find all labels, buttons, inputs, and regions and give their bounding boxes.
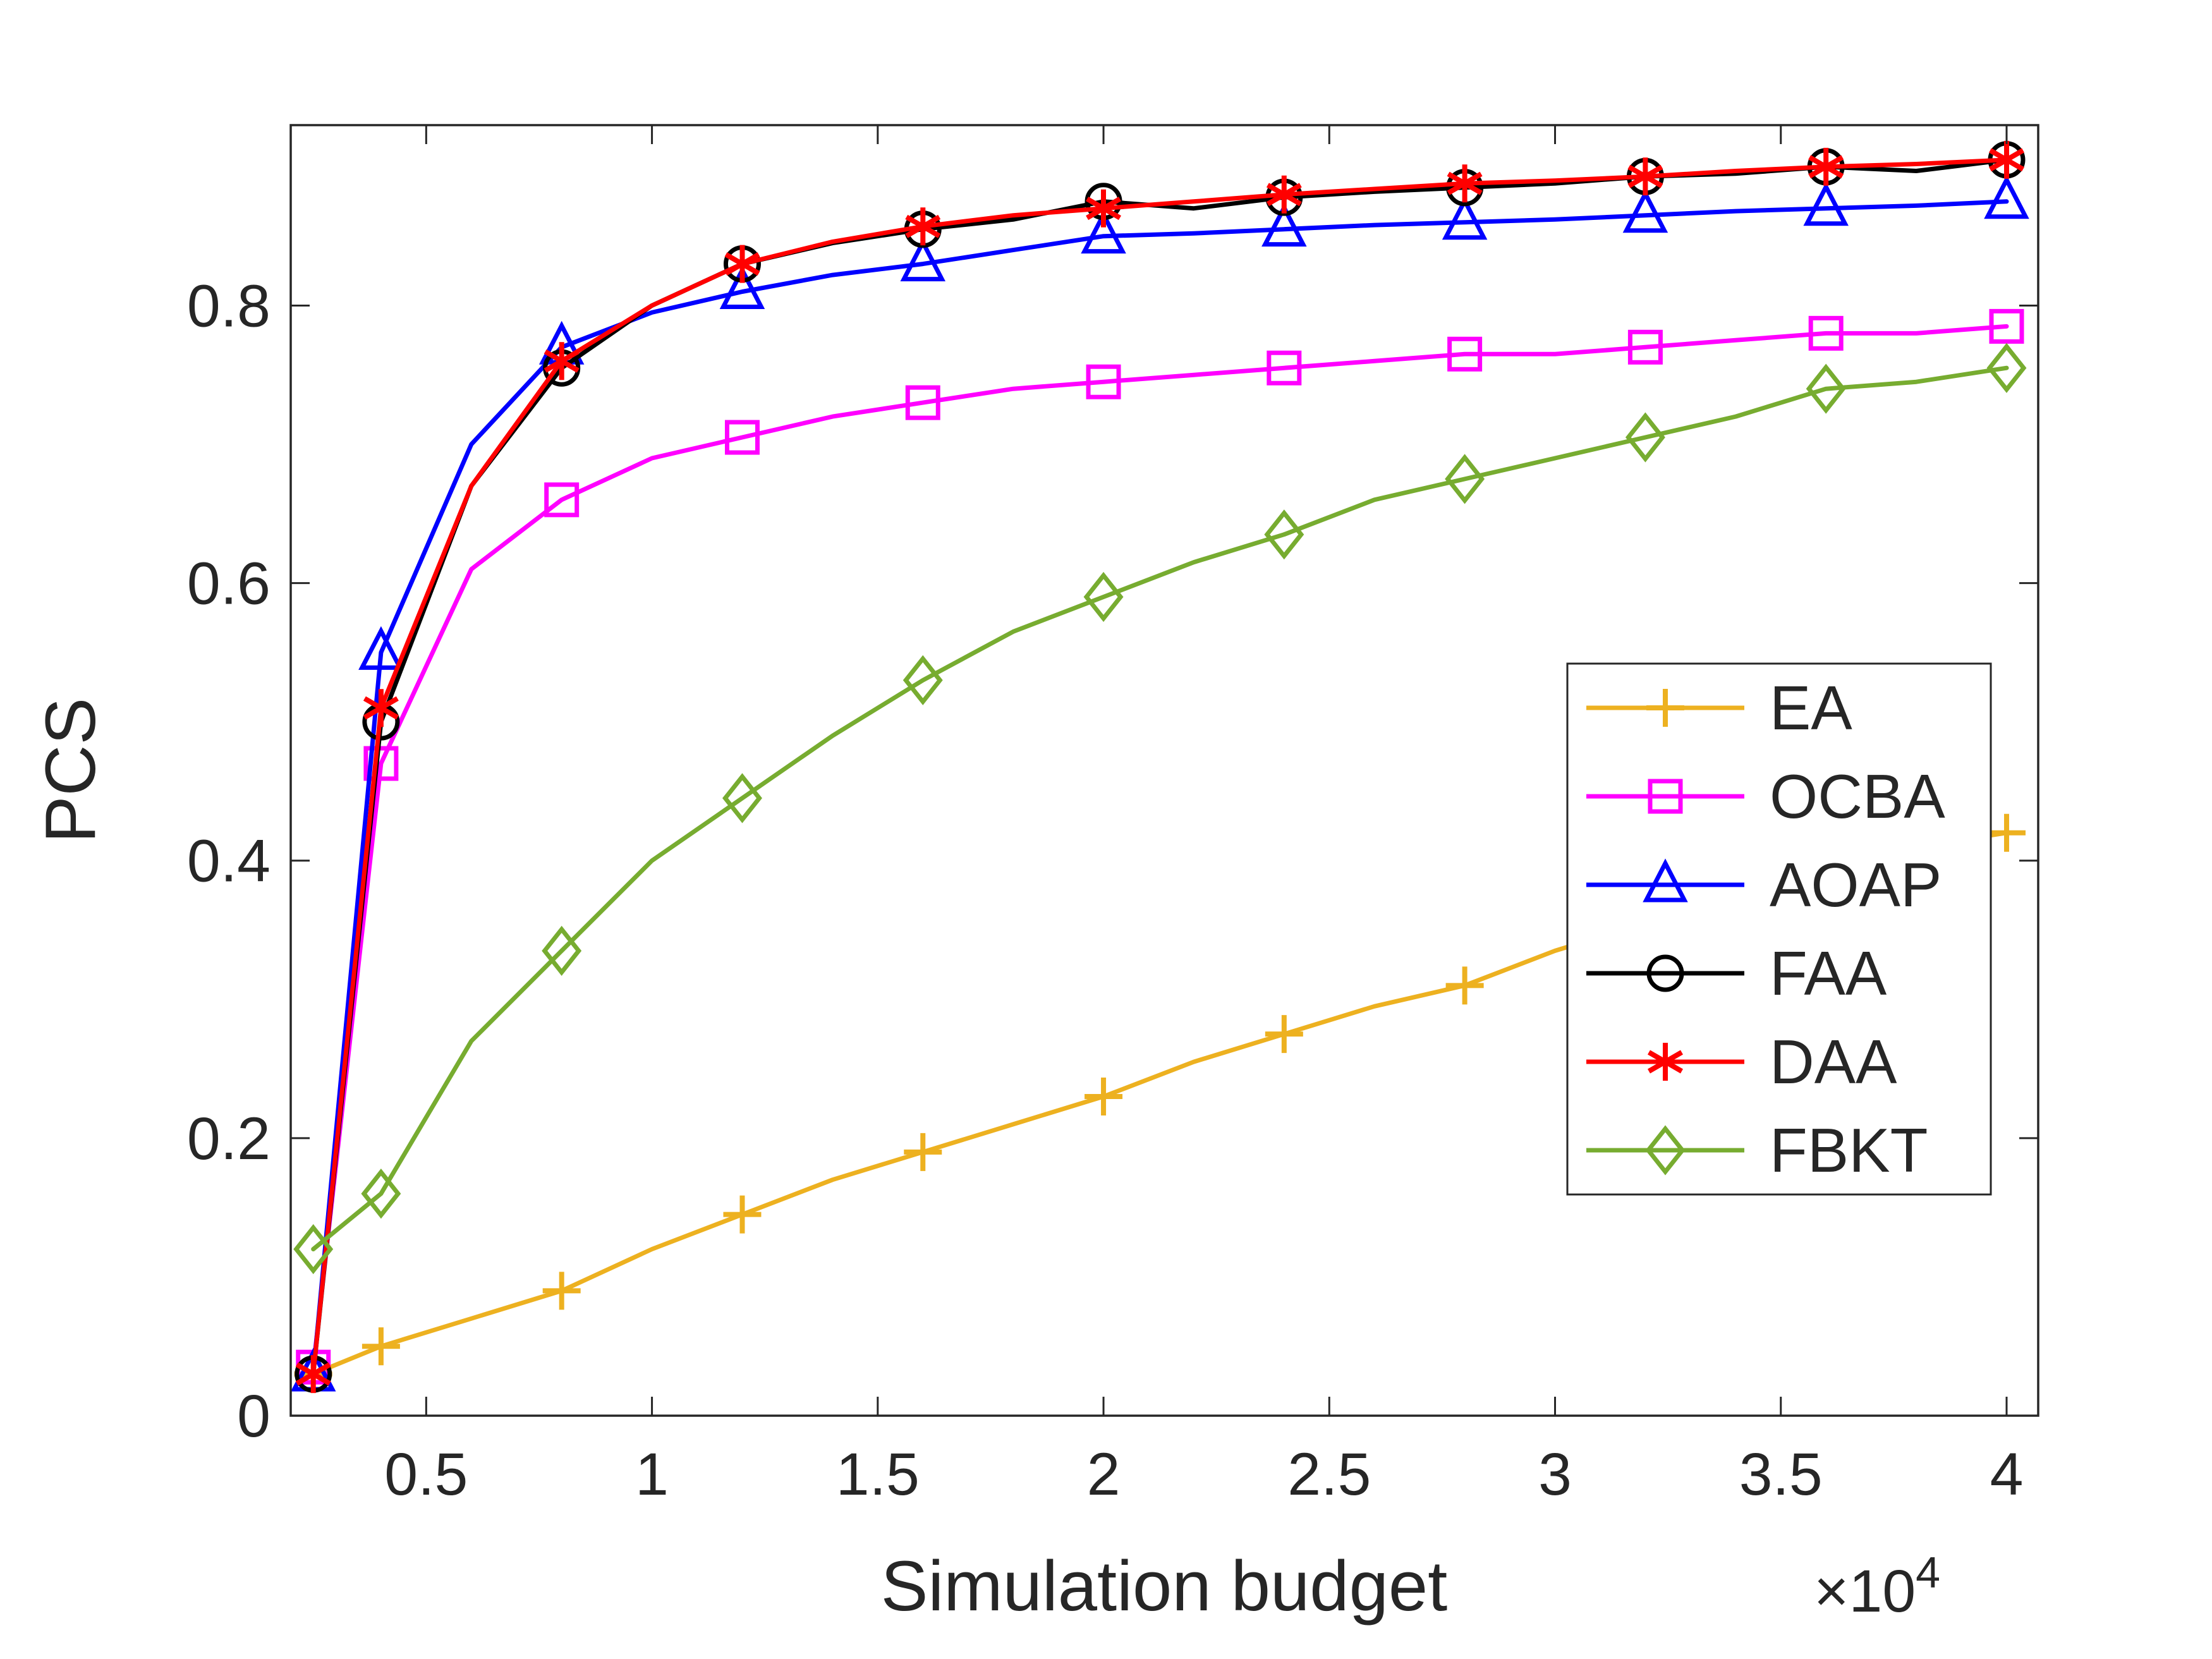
series-AOAP-line — [311, 199, 2009, 1376]
diamond-marker — [361, 1169, 401, 1219]
x-tick-label: 0.5 — [384, 1441, 468, 1508]
diamond-marker — [1264, 509, 1304, 560]
y-tick-label: 0.4 — [187, 828, 270, 895]
asterisk-marker — [1648, 1043, 1683, 1081]
diamond-marker — [902, 655, 943, 705]
square-marker — [363, 746, 399, 781]
legend-item-AOAP: AOAP — [1586, 850, 1942, 920]
triangle-marker — [1442, 196, 1488, 240]
x-axis-multiplier-base: ×10 — [1814, 1558, 1916, 1625]
triangle-marker — [1803, 182, 1849, 226]
plus-marker — [1987, 813, 2026, 852]
legend-box — [1566, 662, 1992, 1196]
series-DAA — [295, 140, 2024, 1394]
legend-label: OCBA — [1770, 762, 1945, 831]
plus-marker — [1646, 689, 1684, 727]
series-FBKT — [293, 343, 2027, 1275]
axes-box — [289, 124, 2039, 1417]
legend-item-FBKT: FBKT — [1586, 1115, 1928, 1185]
square-marker — [1086, 364, 1121, 399]
asterisk-marker — [905, 207, 941, 246]
plus-marker — [904, 1133, 942, 1171]
x-tick-label: 3.5 — [1739, 1441, 1823, 1508]
legend-label: FBKT — [1770, 1115, 1928, 1185]
triangle-marker — [1643, 858, 1688, 902]
plus-marker — [362, 1327, 400, 1366]
square-marker — [905, 385, 940, 420]
diamond-marker — [1986, 343, 2027, 393]
x-axis-multiplier: ×104 — [1814, 1548, 1940, 1625]
plus-marker — [1445, 966, 1484, 1005]
y-axis-label: PCS — [31, 698, 110, 843]
x-tick-label: 1 — [635, 1441, 669, 1508]
asterisk-marker — [1627, 157, 1663, 196]
square-marker — [1648, 779, 1683, 814]
legend-label: AOAP — [1770, 850, 1942, 920]
legend: EA OCBA AOAP FAA DAA FBKT — [1566, 662, 1992, 1196]
diamond-marker — [542, 925, 582, 976]
asterisk-marker — [1266, 175, 1302, 214]
x-tick-label: 2 — [1087, 1441, 1121, 1508]
asterisk-marker — [1808, 147, 1844, 186]
triangle-marker — [900, 237, 946, 282]
asterisk-marker — [1086, 189, 1122, 228]
square-marker — [1808, 315, 1844, 351]
plus-marker — [1265, 1015, 1303, 1054]
x-axis-label: Simulation budget — [881, 1547, 1448, 1626]
asterisk-marker — [1447, 164, 1483, 203]
series-AOAP — [291, 175, 2029, 1392]
asterisk-marker — [363, 689, 399, 727]
y-tick-label: 0.2 — [187, 1105, 270, 1172]
legend-label: DAA — [1770, 1027, 1897, 1097]
asterisk-marker — [724, 245, 760, 283]
diamond-marker — [722, 773, 762, 823]
series-OCBA — [296, 308, 2024, 1385]
triangle-marker — [1081, 210, 1126, 254]
diamond-marker — [1445, 454, 1485, 504]
series-FBKT-line — [311, 365, 2009, 1251]
x-tick-label: 2.5 — [1287, 1441, 1371, 1508]
asterisk-marker — [1989, 140, 2024, 179]
triangle-marker — [1261, 203, 1307, 247]
square-marker — [1447, 336, 1483, 372]
legend-item-DAA: DAA — [1586, 1027, 1897, 1097]
asterisk-marker — [544, 342, 580, 380]
square-marker — [724, 420, 760, 455]
legend-item-EA: EA — [1586, 673, 1852, 743]
legend-label: FAA — [1770, 939, 1887, 1008]
plus-marker — [1085, 1077, 1123, 1115]
triangle-marker — [719, 265, 765, 309]
triangle-marker — [1984, 175, 2029, 219]
x-axis-multiplier-exp: 4 — [1916, 1548, 1940, 1597]
square-marker — [1267, 350, 1302, 386]
legend-item-OCBA: OCBA — [1586, 762, 1945, 831]
x-tick-label: 4 — [1990, 1441, 2024, 1508]
square-marker — [544, 482, 580, 518]
x-tick-label: 3 — [1538, 1441, 1572, 1508]
y-tick-label: 0.6 — [187, 550, 270, 617]
plus-marker — [542, 1272, 581, 1310]
diamond-marker — [1806, 363, 1846, 414]
diamond-marker — [1083, 571, 1124, 623]
diamond-marker — [1645, 1125, 1686, 1176]
y-tick-label: 0.8 — [187, 272, 270, 339]
plus-marker — [723, 1195, 762, 1234]
legend-item-FAA: FAA — [1586, 939, 1887, 1008]
triangle-marker — [1622, 189, 1668, 233]
legend-label: EA — [1770, 673, 1852, 743]
diamond-marker — [1625, 412, 1665, 463]
square-marker — [1627, 329, 1663, 365]
y-tick-label: 0 — [237, 1383, 270, 1450]
x-tick-label: 1.5 — [836, 1441, 920, 1508]
diamond-marker — [293, 1224, 334, 1275]
square-marker — [1989, 308, 2024, 344]
asterisk-marker — [295, 1355, 331, 1394]
triangle-marker — [358, 626, 404, 670]
circle-marker — [1646, 954, 1684, 992]
